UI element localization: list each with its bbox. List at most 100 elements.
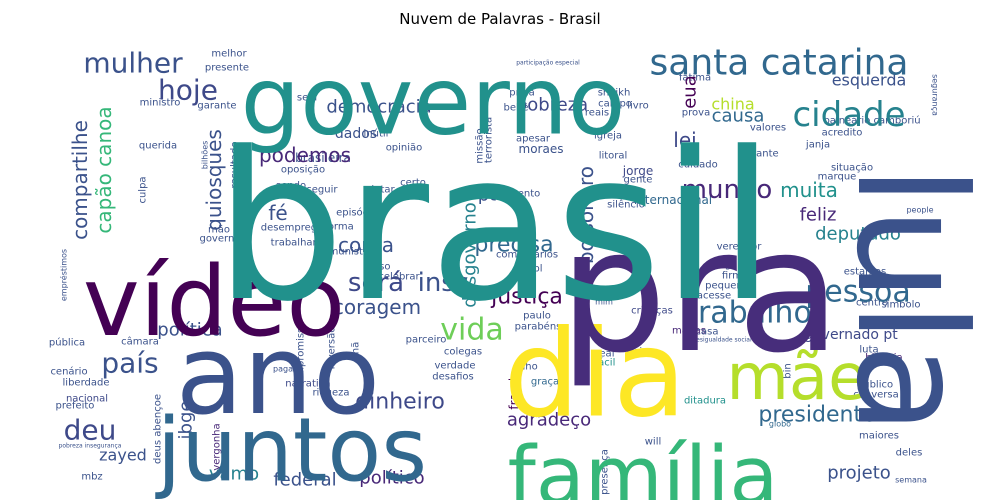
- word-feliz: feliz: [800, 205, 837, 226]
- word-opiniao: opinião: [386, 143, 423, 154]
- word-nacional: nacional: [66, 394, 108, 405]
- word-participacao-especial: participação especial: [516, 60, 580, 67]
- word-inss: inss: [418, 268, 469, 298]
- word-real: real: [596, 349, 615, 360]
- word-deus-abencoe: deus abençoe: [153, 394, 164, 464]
- word-paga: paga: [273, 365, 293, 374]
- word-desafios: desafios: [432, 372, 473, 383]
- word-governar: governar: [199, 234, 245, 245]
- word-justica: justiça: [490, 285, 563, 310]
- word-agradeco: agradeço: [507, 410, 591, 431]
- word-bebe: bebê: [504, 102, 529, 114]
- word-balneario-camboriu: balneário camboriú: [823, 115, 920, 127]
- word-pra: pra: [559, 193, 841, 391]
- word-deu: deu: [64, 414, 117, 447]
- word-mbz: mbz: [81, 472, 102, 483]
- word-pt: pt: [478, 185, 496, 206]
- word-desemprego: desemprego: [261, 223, 323, 234]
- word-sera: será: [348, 268, 404, 298]
- word-desgoverno: desgoverno: [460, 202, 481, 308]
- word-trabalhando: trabalhando: [271, 238, 332, 249]
- word-politico: político: [359, 468, 424, 489]
- word-lula: lula: [823, 165, 997, 435]
- word-chamado: chamado: [590, 189, 636, 200]
- word-people: people: [906, 206, 933, 215]
- word-governado-pt: governado pt: [804, 327, 898, 343]
- word-comunista: comunista: [317, 247, 369, 258]
- word-missao: missão: [475, 128, 486, 163]
- word-deputado: deputado: [815, 224, 901, 245]
- word-liberdade: liberdade: [63, 378, 110, 389]
- word-hoje: hoje: [158, 74, 218, 107]
- word-causa: causa: [712, 106, 765, 127]
- word-inutil: inútil: [364, 128, 389, 140]
- word-familia: família: [508, 430, 779, 500]
- word-deles: deles: [896, 448, 923, 459]
- word-caso: caso: [368, 262, 391, 273]
- word-federal: federal: [273, 470, 336, 491]
- word-querida: querida: [139, 141, 177, 152]
- word-presenca: presença: [600, 449, 611, 495]
- word-historia: história: [865, 352, 902, 364]
- word-pequena: pequena: [705, 281, 749, 292]
- word-maiores: maiores: [859, 431, 899, 442]
- word-projeto: projeto: [827, 463, 891, 484]
- word-certo: certo: [400, 178, 426, 189]
- word-ibge: ibge: [176, 401, 197, 440]
- word-riqueza: riqueza: [312, 388, 349, 399]
- word-semana: semana: [895, 476, 927, 485]
- word-prefeito: prefeito: [56, 401, 95, 412]
- word-vamo: vamo: [209, 464, 259, 485]
- word-zayed: zayed: [99, 446, 147, 465]
- word-parabens: parabéns: [515, 321, 562, 333]
- word-firme: firme: [722, 271, 748, 282]
- word-cidade: cidade: [792, 95, 905, 135]
- word-simbolo: símbolo: [881, 299, 920, 311]
- word-praia: praia: [509, 88, 535, 99]
- word-seguranca: segurança: [931, 74, 940, 116]
- word-narrativa: narrativa: [285, 379, 330, 390]
- word-ano: ano: [176, 311, 380, 439]
- word-ha: hã: [351, 342, 362, 354]
- word-mulher: mulher: [83, 47, 183, 80]
- word-campo: campo: [598, 99, 632, 110]
- word-terrorista: terrorista: [484, 117, 495, 163]
- word-bin: bin: [783, 363, 794, 378]
- word-marque: marque: [818, 172, 857, 183]
- word-acesse: acesse: [697, 291, 731, 302]
- word-seguir: seguir: [307, 185, 339, 196]
- word-gente: gente: [624, 175, 653, 186]
- word-presente: presente: [205, 63, 249, 74]
- word-livro: livro: [627, 101, 648, 112]
- word-mae: mãe: [727, 341, 868, 415]
- word-resultado: resultado: [230, 142, 241, 189]
- word-comentarios: comentários: [496, 249, 558, 261]
- word-silencio: silêncio: [607, 199, 645, 211]
- word-luta: luta: [859, 345, 878, 356]
- word-apesar: apesar: [516, 134, 551, 145]
- word-politica: política: [157, 320, 222, 341]
- word-bilhoes: bilhões: [201, 141, 210, 170]
- word-litoral: litoral: [599, 151, 628, 162]
- word-estamos: estamos: [844, 267, 886, 278]
- word-democracia: democracia: [326, 97, 431, 118]
- word-conta: conta: [338, 233, 394, 257]
- word-fraude: fraude: [507, 370, 521, 409]
- word-camara: câmara: [121, 336, 159, 348]
- word-evento: evento: [506, 189, 541, 200]
- word-pessoa: pessoa: [805, 275, 911, 310]
- word-sheikh: sheikh: [598, 88, 631, 99]
- word-jorge: jorge: [622, 164, 653, 178]
- word-filho: filho: [516, 362, 538, 373]
- word-oposicao: oposição: [281, 165, 325, 176]
- word-frei: frei: [626, 347, 642, 358]
- word-facil: fácil: [595, 357, 616, 369]
- word-publico: público: [857, 379, 893, 391]
- word-esquerda: esquerda: [832, 71, 907, 90]
- word-igreja: igreja: [594, 131, 622, 142]
- word-capao-canoa: capão canoa: [92, 106, 116, 233]
- word-episodio: episódio: [336, 207, 378, 219]
- word-pais: país: [101, 347, 158, 380]
